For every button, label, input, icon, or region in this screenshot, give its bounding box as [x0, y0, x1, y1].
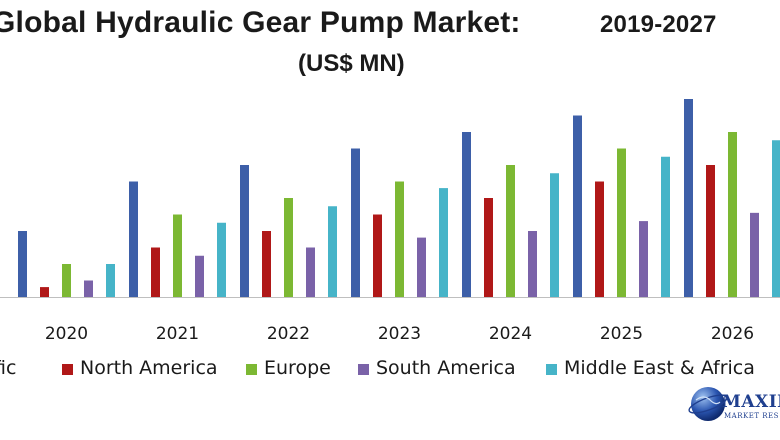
- bar-middle_east_africa-2023: [439, 188, 448, 297]
- chart-title-main: Global Hydraulic Gear Pump Market:: [0, 6, 521, 39]
- bar-middle_east_africa-2025: [661, 156, 670, 297]
- bar-south_america-2024: [528, 231, 537, 297]
- bar-asia_pacific-2023: [351, 148, 360, 297]
- bar-south_america-2023: [417, 237, 426, 297]
- legend-label: Middle East & Africa: [564, 357, 755, 379]
- bar-north_america-2026: [706, 165, 715, 297]
- legend-swatch: [546, 364, 557, 375]
- bar-asia_pacific-2024: [462, 132, 471, 297]
- bar-europe-2020: [62, 264, 71, 297]
- bar-middle_east_africa-2020: [106, 264, 115, 297]
- bar-europe-2022: [284, 198, 293, 297]
- bar-middle_east_africa-2021: [217, 222, 226, 297]
- bar-europe-2026: [728, 132, 737, 297]
- bar-south_america-2025: [639, 221, 648, 297]
- bar-middle_east_africa-2022: [328, 206, 337, 297]
- bar-europe-2025: [617, 148, 626, 297]
- x-tick-label: 2023: [378, 324, 421, 344]
- bar-europe-2024: [506, 165, 515, 297]
- bar-asia_pacific-2020: [18, 231, 27, 297]
- bar-asia_pacific-2025: [573, 115, 582, 297]
- bar-north_america-2022: [262, 231, 271, 297]
- legend-swatch: [246, 364, 257, 375]
- legend-label: fic: [0, 357, 17, 379]
- bar-europe-2021: [173, 214, 182, 297]
- bar-middle_east_africa-2026: [772, 140, 780, 297]
- bar-chart: 2020 2021 2022 2023 2024 2025 2026: [0, 99, 780, 344]
- bar-south_america-2021: [195, 255, 204, 297]
- x-tick-label: 2021: [156, 324, 199, 344]
- x-tick-label: 2026: [711, 324, 754, 344]
- chart-legend: fic North America Europe South America Middl…: [0, 356, 780, 382]
- chart-title-years: 2019-2027: [600, 11, 717, 38]
- bar-north_america-2020: [40, 287, 49, 297]
- bar-south_america-2026: [750, 212, 759, 297]
- chart-subtitle: (US$ MN): [298, 50, 405, 77]
- logo-subtext: MARKET RES: [724, 412, 779, 420]
- x-tick-label: 2020: [45, 324, 88, 344]
- bar-north_america-2021: [151, 247, 160, 297]
- bar-north_america-2024: [484, 198, 493, 297]
- legend-label: Europe: [264, 357, 331, 379]
- x-tick-label: 2024: [489, 324, 532, 344]
- x-tick-label: 2022: [267, 324, 310, 344]
- legend-label: North America: [80, 357, 218, 379]
- bar-asia_pacific-2021: [129, 181, 138, 297]
- bar-europe-2023: [395, 181, 404, 297]
- bar-north_america-2025: [595, 181, 604, 297]
- legend-swatch: [62, 364, 73, 375]
- bar-south_america-2020: [84, 280, 93, 297]
- bar-south_america-2022: [306, 247, 315, 297]
- bar-middle_east_africa-2024: [550, 173, 559, 297]
- globe-icon: [688, 387, 728, 421]
- bar-asia_pacific-2026: [684, 99, 693, 297]
- x-tick-label: 2025: [600, 324, 643, 344]
- bar-north_america-2023: [373, 214, 382, 297]
- legend-label: South America: [376, 357, 516, 379]
- bar-asia_pacific-2022: [240, 165, 249, 297]
- legend-swatch: [358, 364, 369, 375]
